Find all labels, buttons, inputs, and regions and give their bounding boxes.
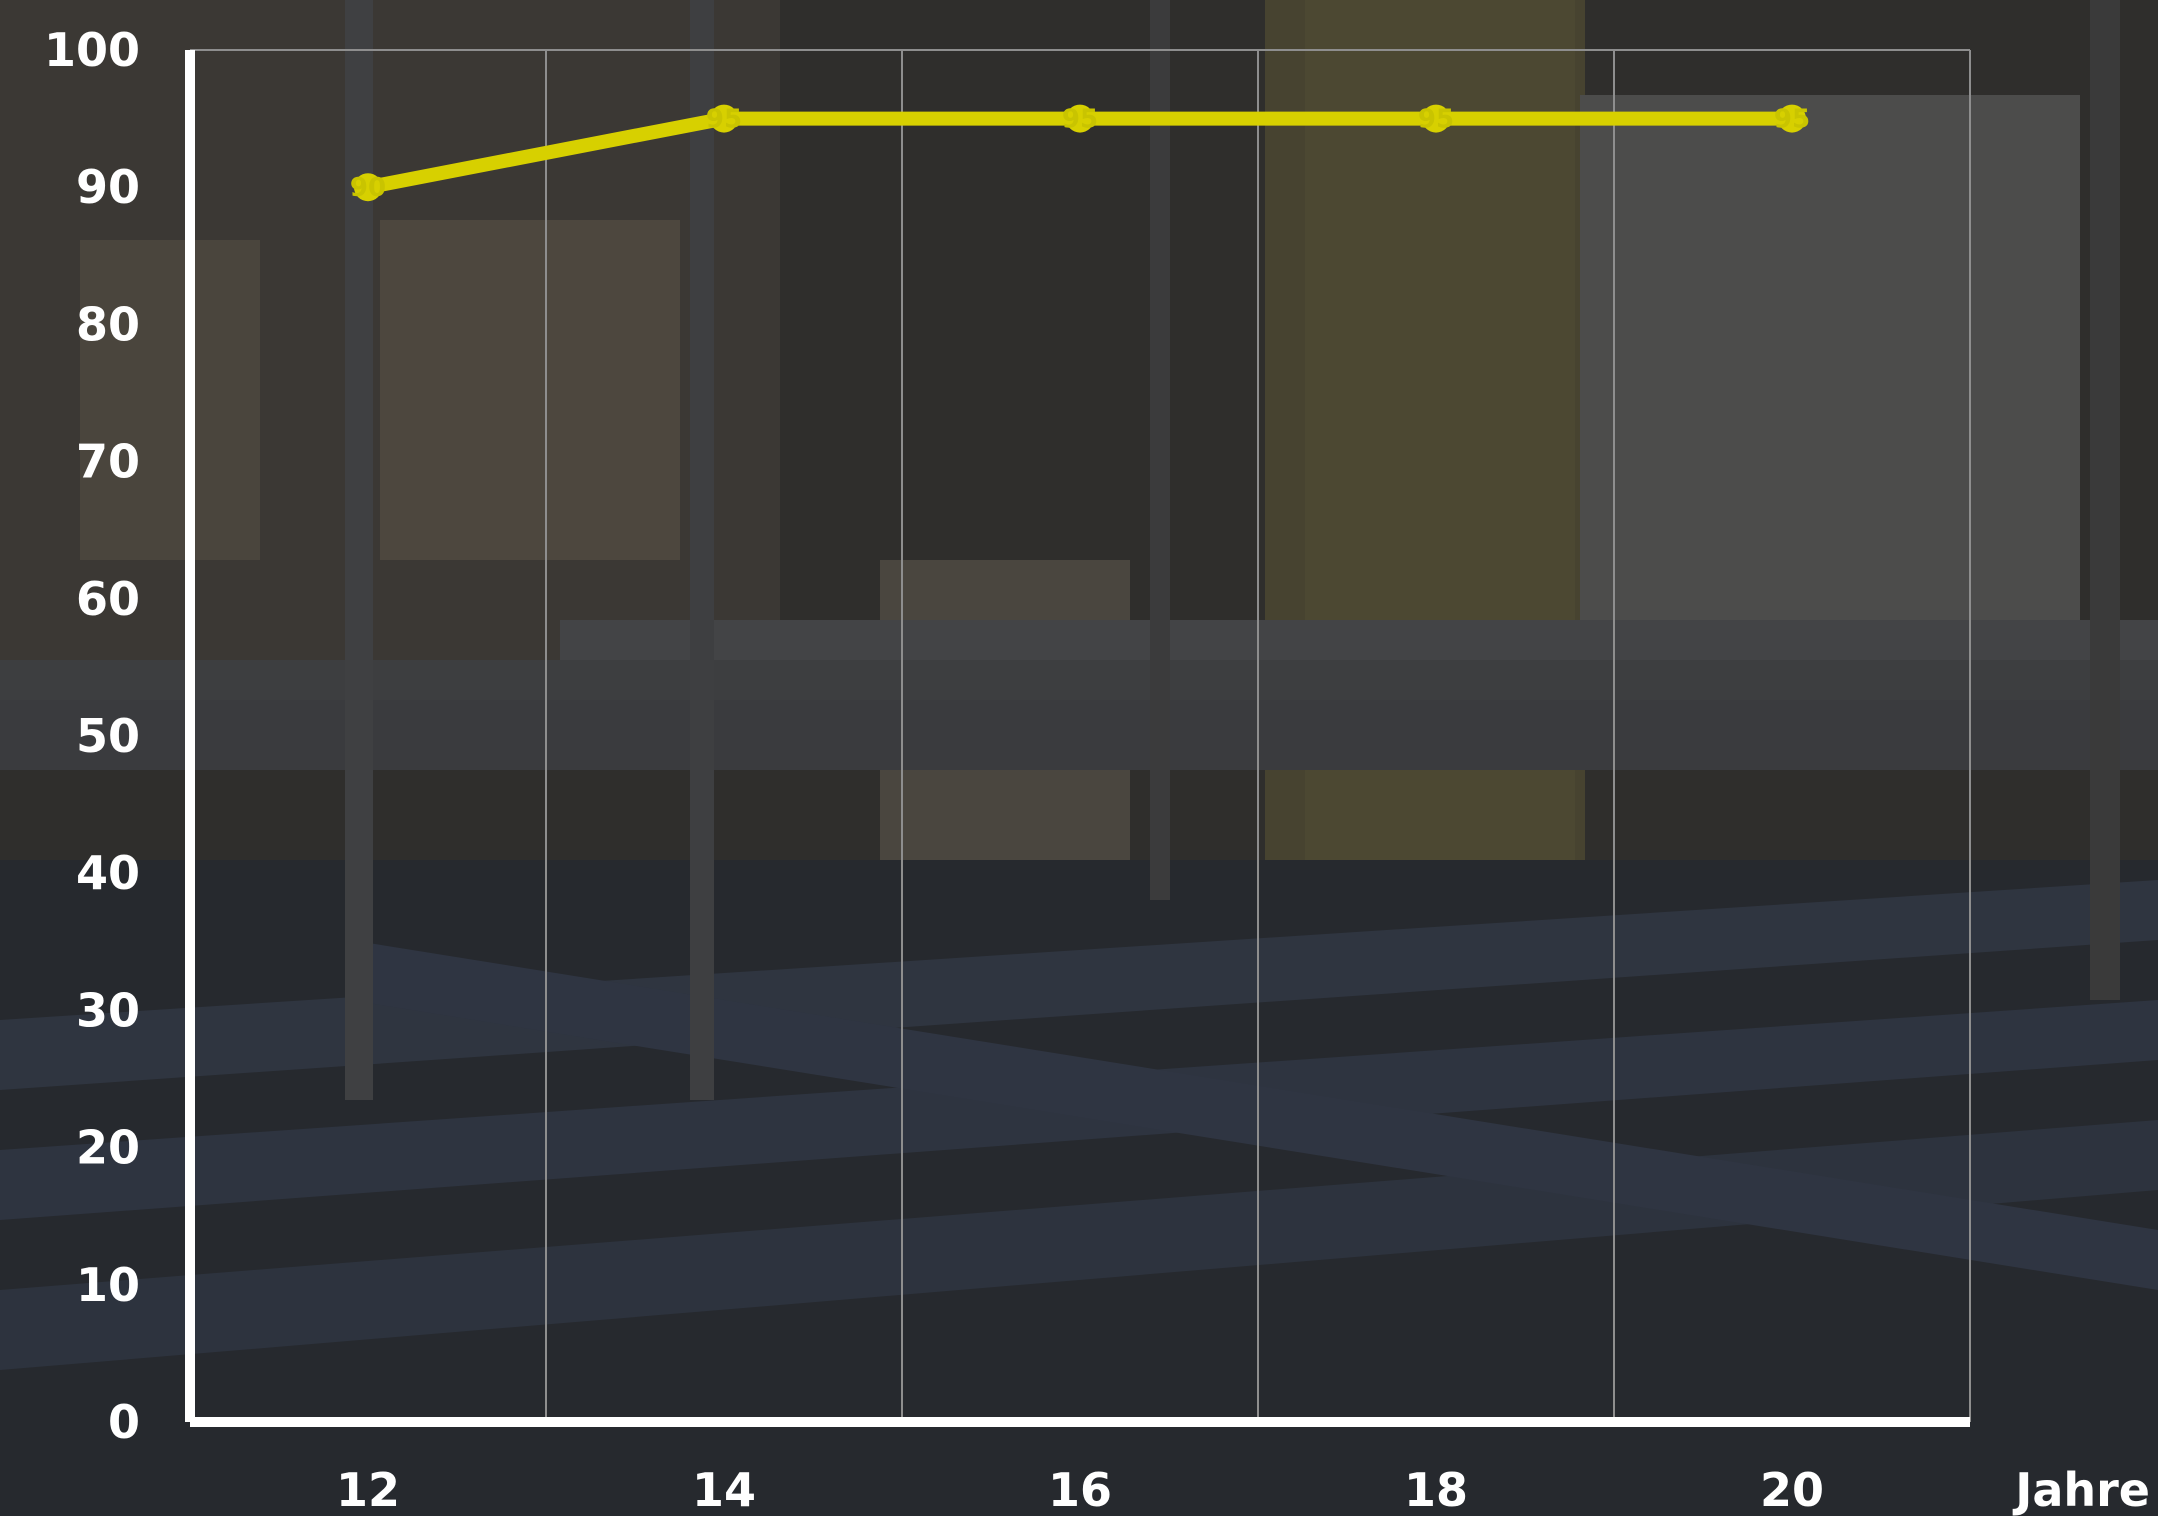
y-tick-label: 90 [76,160,140,214]
data-point [1422,104,1450,133]
x-axis-title: Jahre [2012,1463,2150,1516]
data-point [1778,104,1806,133]
data-point [710,104,738,133]
series-line-group: 90 95 95 95 95 [350,104,1810,203]
y-tick-label: 50 [76,709,140,763]
y-tick-labels: 0 10 20 30 40 50 60 70 80 90 100 [44,23,140,1449]
x-tick-label: 12 [336,1463,400,1516]
x-tick-labels: 12 14 16 18 20 [336,1463,1824,1516]
data-point [354,173,382,202]
data-label: 95 [1062,105,1098,135]
data-label: 90 [350,173,386,203]
data-label: 95 [1418,105,1454,135]
y-tick-label: 80 [76,297,140,351]
y-tick-label: 10 [76,1258,140,1312]
x-tick-label: 18 [1404,1463,1468,1516]
y-tick-label: 100 [44,23,140,77]
y-tick-label: 70 [76,435,140,489]
data-label: 95 [706,105,742,135]
y-tick-label: 20 [76,1121,140,1175]
x-tick-label: 16 [1048,1463,1112,1516]
y-tick-label: 30 [76,983,140,1037]
x-tick-label: 20 [1760,1463,1824,1516]
x-tick-label: 14 [692,1463,756,1516]
y-tick-label: 60 [76,572,140,626]
data-label: 95 [1774,105,1810,135]
data-point [1066,104,1094,133]
y-tick-label: 0 [108,1395,140,1449]
y-tick-label: 40 [76,846,140,900]
vertical-grid-lines [189,49,1971,1422]
